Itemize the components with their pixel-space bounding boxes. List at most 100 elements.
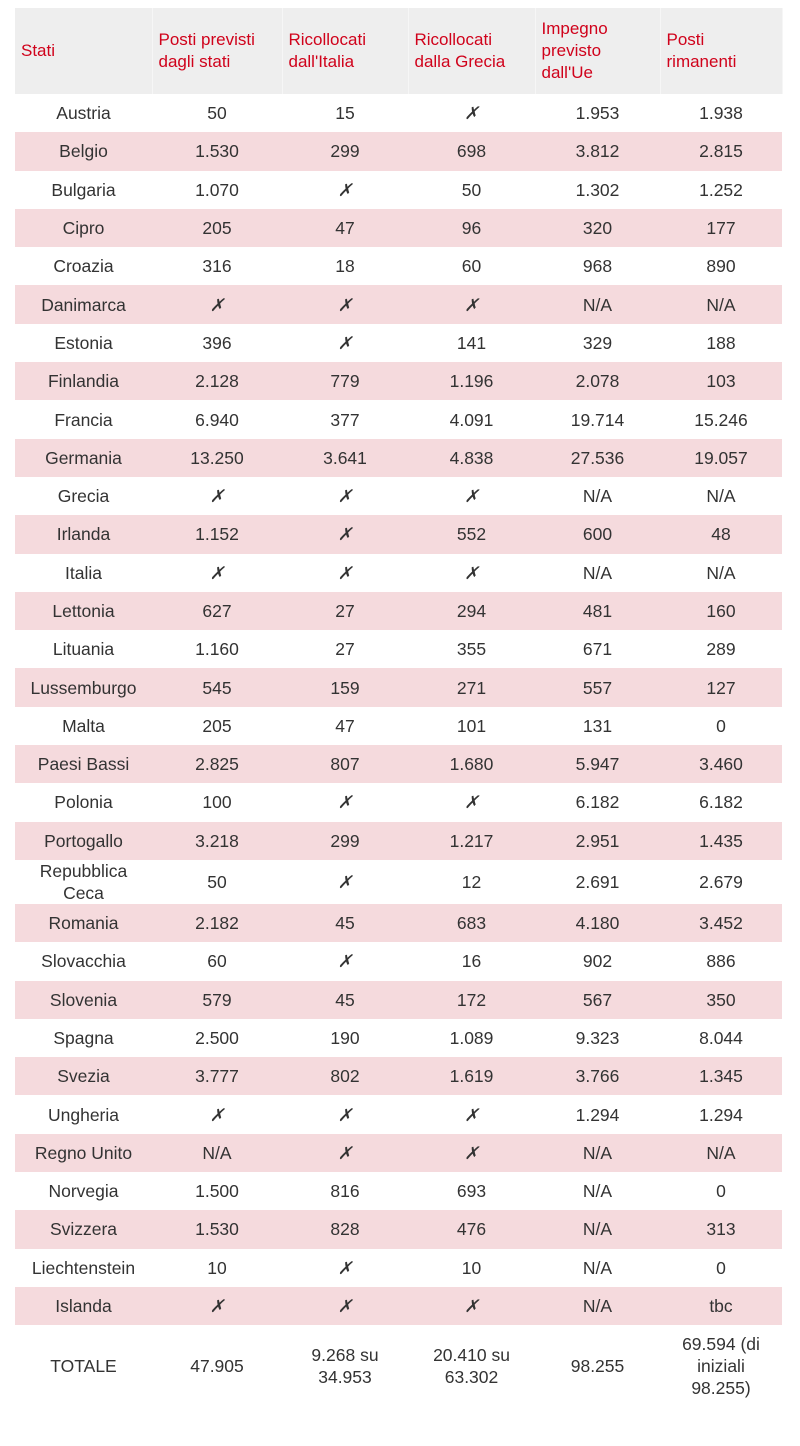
value-cell: 294 <box>408 591 535 631</box>
value-cell: 16 <box>461 951 482 972</box>
value-cell: 205 <box>152 208 282 248</box>
value-cell: 1.953 <box>575 103 620 124</box>
value-cell: 15.246 <box>694 409 748 430</box>
value-cell: ✗ <box>209 1104 225 1125</box>
value-cell: ✗ <box>337 871 353 892</box>
value-cell: 9.323 <box>575 1027 620 1048</box>
value-cell: 1.530 <box>152 132 282 171</box>
value-cell: 3.641 <box>282 438 408 477</box>
value-cell: 2.825 <box>152 745 282 784</box>
value-cell: ✗ <box>337 562 353 583</box>
value-cell: 205 <box>202 715 232 736</box>
value-cell: ✗ <box>337 332 353 353</box>
value-cell: 316 <box>202 256 232 277</box>
column-header: Posti previsti dagli stati <box>152 8 283 94</box>
country-cell: Finlandia <box>15 362 152 401</box>
value-cell: 172 <box>408 980 535 1019</box>
relocation-table: Stati Posti previsti dagli stati Ricolloca… <box>15 8 783 1407</box>
value-cell: ✗ <box>337 1104 353 1125</box>
value-cell: N/A <box>582 562 613 583</box>
value-cell: ✗ <box>209 486 225 507</box>
value-cell: 6.940 <box>195 409 239 430</box>
value-cell: 1.217 <box>408 821 535 860</box>
value-cell: 1.252 <box>699 179 743 200</box>
value-cell: N/A <box>706 562 736 583</box>
value-cell: ✗ <box>337 792 353 813</box>
value-cell: ✗ <box>209 562 225 583</box>
value-cell: 968 <box>582 256 613 277</box>
value-cell: 396 <box>202 332 232 353</box>
value-cell: ✗ <box>282 515 408 554</box>
value-cell: 6.182 <box>699 792 743 813</box>
value-cell: 2.951 <box>535 821 660 860</box>
value-cell: 816 <box>330 1181 360 1202</box>
value-cell: tbc <box>660 1286 782 1326</box>
value-cell: ✗ <box>282 1133 408 1173</box>
table-row: Belgio 1.530 299 698 3.812 2.815 <box>15 132 782 171</box>
country-cell: Norvegia <box>48 1181 119 1202</box>
country-cell: Regno Unito <box>15 1133 152 1173</box>
value-cell: 0 <box>716 715 726 736</box>
value-cell: 355 <box>456 639 487 660</box>
value-cell: 2.500 <box>195 1027 239 1048</box>
value-cell: ✗ <box>337 951 353 972</box>
value-cell: 693 <box>456 1181 487 1202</box>
table-row: Spagna 2.500 190 1.089 9.323 8.044 <box>15 1019 782 1057</box>
country-cell: Polonia <box>54 792 113 813</box>
table-row: Lituania 1.160 27 355 671 289 <box>15 630 782 668</box>
country-cell: Svezia <box>15 1057 152 1096</box>
country-cell: Paesi Bassi <box>15 745 152 784</box>
value-cell: 101 <box>456 715 487 736</box>
country-cell: Islanda <box>15 1286 152 1326</box>
value-cell: 141 <box>456 332 487 353</box>
total-row: TOTALE 47.905 9.268 su 34.953 20.410 su 63.… <box>15 1325 782 1407</box>
table-row: Italia ✗ ✗ ✗ N/A N/A <box>15 554 782 592</box>
value-cell: 1.196 <box>408 362 535 401</box>
value-cell: 2.128 <box>152 362 282 401</box>
value-cell: ✗ <box>464 1104 479 1125</box>
total-cell: 98.255 <box>570 1356 625 1377</box>
value-cell: 3.812 <box>535 132 660 171</box>
value-cell: 45 <box>282 980 408 1019</box>
value-cell: 48 <box>660 515 782 554</box>
value-cell: 160 <box>660 591 782 631</box>
value-cell: 567 <box>535 980 660 1019</box>
country-cell: Lettonia <box>15 591 152 631</box>
table-row: Paesi Bassi 2.825 807 1.680 5.947 3.460 <box>15 745 782 784</box>
value-cell: 6.182 <box>575 792 620 813</box>
table-row: Austria 50 15 ✗ 1.953 1.938 <box>15 94 782 132</box>
value-cell: 828 <box>282 1210 408 1249</box>
value-cell: 600 <box>535 515 660 554</box>
value-cell: 3.766 <box>535 1057 660 1096</box>
total-cell: 9.268 su 34.953 <box>311 1345 379 1388</box>
value-cell: 1.294 <box>699 1104 743 1125</box>
value-cell: N/A <box>535 285 660 324</box>
table-row: Slovacchia 60 ✗ 16 902 886 <box>15 942 782 980</box>
value-cell: 902 <box>582 951 613 972</box>
table-row: Malta 205 47 101 131 0 <box>15 707 782 745</box>
column-header: Stati <box>15 8 153 94</box>
country-cell: Grecia <box>57 486 110 507</box>
country-cell: Romania <box>15 903 152 943</box>
value-cell: 329 <box>582 332 613 353</box>
country-cell: Slovacchia <box>41 951 126 972</box>
country-cell: Francia <box>54 409 113 430</box>
value-cell: 15 <box>335 103 355 124</box>
value-cell: 60 <box>207 951 227 972</box>
value-cell: 779 <box>282 362 408 401</box>
value-cell: 3.452 <box>660 903 782 943</box>
value-cell: 50 <box>207 871 227 892</box>
value-cell: 1.500 <box>195 1181 239 1202</box>
total-cell: 20.410 su 63.302 <box>433 1345 510 1388</box>
value-cell: 159 <box>282 668 408 707</box>
value-cell: 890 <box>706 256 736 277</box>
value-cell: 2.182 <box>152 903 282 943</box>
value-cell: 1.152 <box>152 515 282 554</box>
table-row: Liechtenstein 10 ✗ 10 N/A 0 <box>15 1249 782 1287</box>
table-row: Danimarca ✗ ✗ ✗ N/A N/A <box>15 285 782 324</box>
value-cell: ✗ <box>408 1286 535 1326</box>
value-cell: 1.435 <box>660 821 782 860</box>
value-cell: 13.250 <box>152 438 282 477</box>
value-cell: 552 <box>408 515 535 554</box>
value-cell: 1.345 <box>660 1057 782 1096</box>
